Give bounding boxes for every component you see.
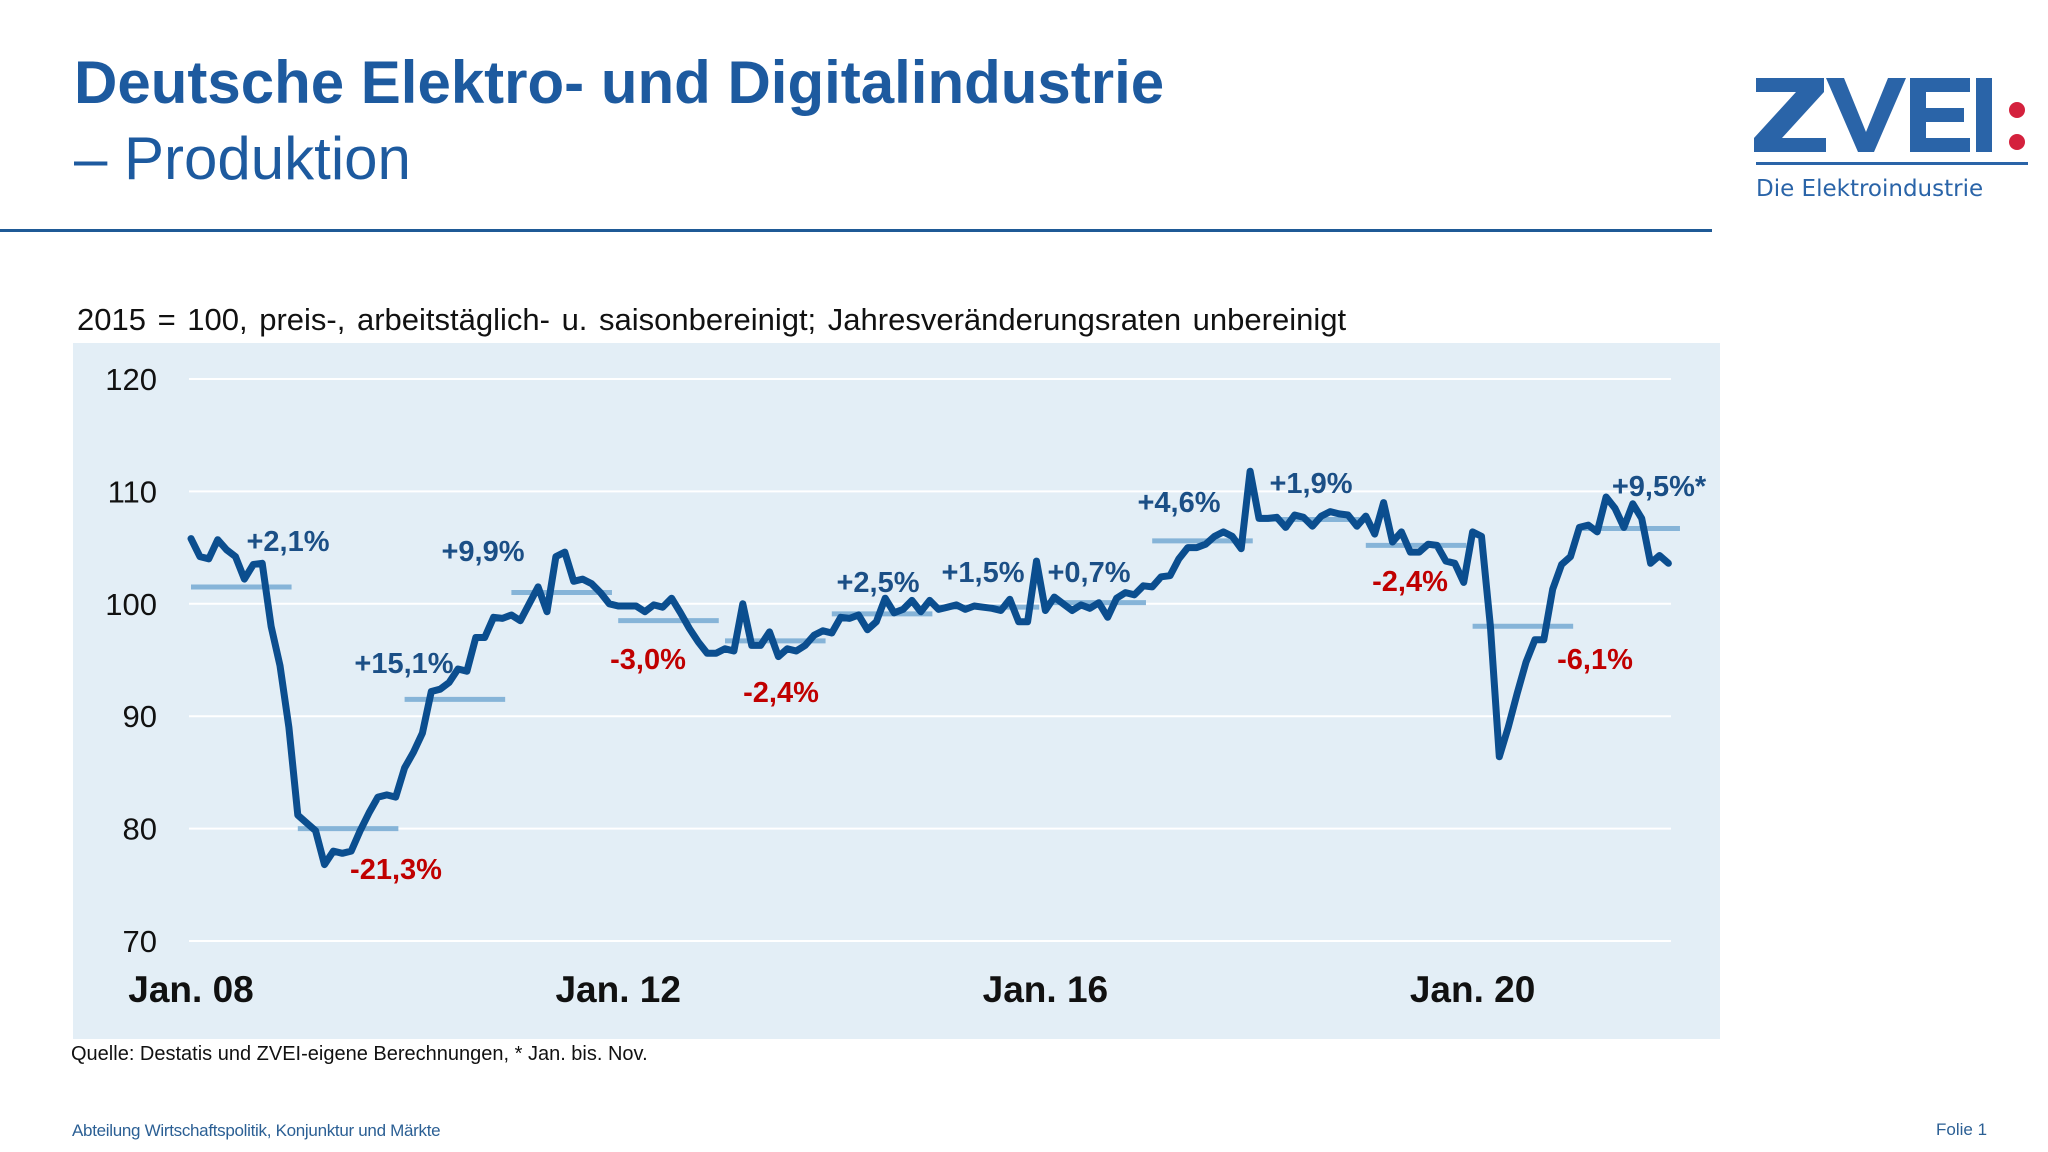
y-tick-label: 70 — [123, 924, 157, 959]
logo-tagline: Die Elektroindustrie — [1756, 176, 1983, 202]
annual-change-label: +15,1% — [354, 648, 453, 680]
annual-change-label: +1,9% — [1269, 468, 1352, 500]
annual-change-label: +2,5% — [836, 567, 919, 599]
chart-subtitle: 2015 = 100, preis-, arbeitstäglich- u. s… — [77, 302, 1347, 337]
x-tick-label: Jan. 16 — [983, 969, 1108, 1010]
annual-change-label: -3,0% — [610, 644, 686, 676]
annual-change-label: -2,4% — [1372, 566, 1448, 598]
annual-change-label: +2,1% — [246, 526, 329, 558]
y-tick-label: 120 — [105, 362, 157, 397]
annual-change-label: +9,5%* — [1612, 471, 1707, 503]
y-tick-label: 100 — [105, 587, 157, 622]
annual-change-label: -21,3% — [350, 854, 442, 886]
annual-change-label: +0,7% — [1047, 557, 1130, 589]
x-tick-label: Jan. 08 — [128, 969, 253, 1010]
x-tick-label: Jan. 12 — [555, 969, 680, 1010]
production-index-line — [187, 467, 1672, 869]
slide-number: Folie 1 — [1936, 1120, 1988, 1139]
chart-area — [73, 343, 1720, 1039]
x-tick-label: Jan. 20 — [1410, 969, 1535, 1010]
zvei-logo: Die Elektroindustrie — [1754, 78, 2028, 202]
source-note: Quelle: Destatis und ZVEI-eigene Berechn… — [71, 1043, 648, 1065]
annual-change-label: +9,9% — [441, 536, 524, 568]
page-title: Deutsche Elektro- und Digitalindustrie — [74, 49, 1165, 116]
annual-change-label: +1,5% — [941, 557, 1024, 589]
annual-change-label: -2,4% — [743, 677, 819, 709]
header-divider — [0, 229, 1712, 232]
footer-department: Abteilung Wirtschaftspolitik, Konjunktur… — [72, 1121, 441, 1140]
page-subtitle: – Produktion — [74, 125, 411, 192]
y-tick-label: 110 — [108, 474, 157, 509]
annual-change-label: +4,6% — [1137, 487, 1220, 519]
y-tick-label: 90 — [123, 699, 157, 734]
y-tick-label: 80 — [123, 812, 157, 847]
annual-change-label: -6,1% — [1557, 644, 1633, 676]
